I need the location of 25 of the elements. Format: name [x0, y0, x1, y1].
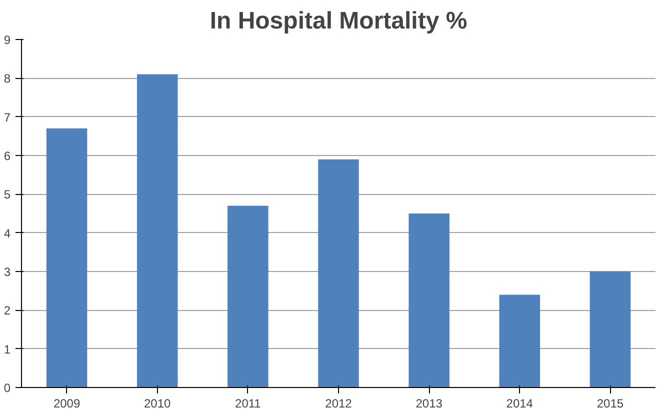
- y-tick-label: 2: [4, 304, 11, 318]
- y-tick-label: 3: [4, 265, 11, 279]
- x-tick-label: 2009: [53, 396, 80, 410]
- y-tick-label: 8: [4, 72, 11, 86]
- x-tick-label: 2013: [416, 396, 443, 410]
- bar: [590, 272, 631, 388]
- x-tick-label: 2014: [506, 396, 534, 410]
- x-tick-label: 2015: [596, 396, 624, 410]
- y-tick-label: 4: [4, 226, 11, 240]
- y-tick-label: 5: [4, 188, 11, 202]
- bar: [499, 294, 540, 388]
- y-tick-label: 7: [4, 110, 11, 124]
- x-tick-label: 2012: [325, 396, 352, 410]
- x-tick-label: 2010: [144, 396, 172, 410]
- x-tick-label: 2011: [235, 396, 262, 410]
- chart-title: In Hospital Mortality %: [210, 8, 468, 34]
- y-tick-label: 9: [4, 33, 11, 47]
- bar: [318, 159, 359, 388]
- bar: [46, 128, 88, 388]
- y-tick-label: 0: [4, 381, 11, 395]
- bar: [136, 74, 178, 388]
- bar: [408, 214, 450, 388]
- y-tick-label: 6: [4, 149, 11, 163]
- y-tick-label: 1: [4, 342, 11, 356]
- bar: [228, 206, 268, 388]
